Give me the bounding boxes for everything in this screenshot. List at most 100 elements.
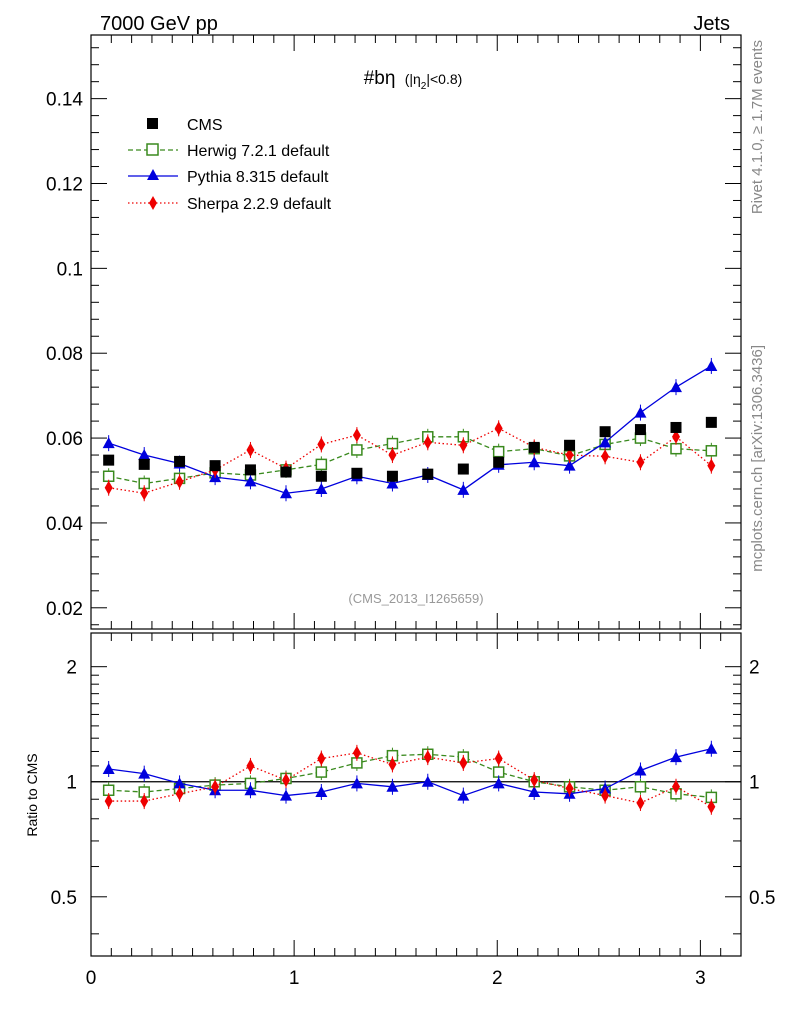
main-point-cms: [351, 467, 363, 479]
main-point-cms: [528, 441, 540, 453]
main-point-pythia: [705, 359, 718, 371]
legend: CMS Herwig 7.2.1 default Pythia 8.315 de…: [128, 117, 332, 213]
legend-marker-sherpa: [149, 196, 157, 210]
main-y-tick-label: 0.12: [46, 175, 83, 196]
main-point-sherpa: [317, 437, 326, 452]
main-y-tick-label: 0.08: [46, 344, 83, 365]
main-point-sherpa: [494, 421, 503, 436]
legend-entry-pythia: Pythia 8.315 default: [128, 169, 329, 186]
main-point-cms: [457, 463, 469, 475]
main-point-cms: [103, 454, 115, 466]
main-point-herwig: [492, 445, 505, 458]
main-point-pythia: [102, 437, 115, 449]
main-point-pythia: [528, 456, 541, 468]
ratio-point-pythia: [138, 767, 151, 779]
main-line-pythia: [108, 365, 712, 494]
legend-label-pythia: Pythia 8.315 default: [187, 169, 329, 186]
legend-entry-cms: CMS: [147, 117, 223, 134]
ratio-x-tick-label: 2: [492, 968, 503, 989]
main-point-cms: [244, 464, 256, 476]
ratio-point-pythia: [457, 789, 470, 801]
main-point-sherpa: [672, 429, 680, 444]
main-point-cms: [315, 470, 327, 482]
analysis-watermark: (CMS_2013_I1265659): [348, 591, 483, 606]
main-y-tick-label: 0.06: [46, 429, 83, 450]
main-point-cms: [209, 460, 221, 472]
main-point-cms: [174, 455, 186, 467]
main-point-cms: [280, 466, 292, 478]
ratio-point-sherpa: [636, 795, 645, 810]
main-point-sherpa: [601, 449, 610, 464]
main-point-cms: [599, 426, 611, 438]
main-point-cms: [493, 456, 505, 468]
ratio-point-pythia: [421, 775, 434, 787]
main-point-sherpa: [565, 448, 574, 463]
main-y-tick-label: 0.02: [46, 599, 83, 620]
ratio-point-sherpa: [175, 786, 184, 801]
ratio-y-tick-label-right: 0.5: [749, 888, 775, 909]
ratio-point-pythia: [705, 742, 718, 754]
main-point-herwig: [315, 458, 328, 471]
legend-entry-herwig: Herwig 7.2.1 default: [128, 143, 330, 160]
main-y-tick-label: 0.1: [57, 259, 83, 280]
ratio-point-pythia: [386, 780, 399, 792]
main-line-herwig: [108, 436, 712, 485]
main-point-pythia: [634, 406, 647, 418]
legend-label-herwig: Herwig 7.2.1 default: [187, 143, 330, 160]
ratio-point-sherpa: [459, 755, 468, 770]
ratio-point-sherpa: [601, 788, 610, 803]
main-point-pythia: [670, 381, 682, 393]
main-point-herwig: [705, 445, 718, 457]
ratio-point-herwig: [315, 766, 328, 778]
ratio-point-sherpa: [317, 751, 326, 766]
series-layer: [102, 357, 718, 815]
main-point-sherpa: [140, 486, 149, 501]
ratio-point-sherpa: [494, 751, 503, 766]
ratio-point-sherpa: [672, 779, 680, 794]
ratio-point-sherpa: [352, 745, 361, 760]
rivet-label: Rivet 4.1.0, ≥ 1.7M events: [749, 40, 766, 214]
ratio-y-tick-label-right: 1: [749, 773, 760, 794]
main-y-tick-label: 0.04: [46, 514, 83, 535]
main-point-sherpa: [423, 435, 432, 450]
main-point-pythia: [138, 449, 151, 461]
ratio-point-sherpa: [140, 794, 149, 809]
mcplots-label: mcplots.cern.ch [arXiv:1306.3436]: [749, 345, 766, 572]
ratio-point-sherpa: [707, 799, 716, 814]
main-point-cms: [422, 468, 434, 480]
main-point-pythia: [457, 483, 470, 495]
ratio-point-pythia: [492, 777, 505, 789]
main-point-sherpa: [246, 442, 255, 457]
ratio-point-sherpa: [565, 781, 574, 796]
main-point-cms: [634, 424, 646, 436]
main-point-pythia: [315, 482, 328, 494]
ratio-plot-frame: [90, 632, 742, 957]
legend-label-sherpa: Sherpa 2.2.9 default: [187, 196, 332, 213]
main-point-sherpa: [104, 480, 113, 495]
main-point-sherpa: [707, 458, 716, 473]
ratio-y-tick-label: 0.5: [51, 888, 77, 909]
main-point-pythia: [244, 475, 257, 487]
ratio-point-sherpa: [211, 779, 220, 794]
ratio-point-pythia: [528, 786, 541, 798]
legend-entry-sherpa: Sherpa 2.2.9 default: [128, 196, 332, 213]
legend-label-cms: CMS: [187, 117, 223, 134]
ratio-point-sherpa: [388, 757, 397, 772]
ratio-point-pythia: [173, 777, 186, 789]
legend-marker-herwig: [146, 143, 159, 156]
ratio-point-pythia: [670, 751, 682, 763]
ratio-y-label: Ratio to CMS: [24, 753, 40, 836]
ratio-line-pythia: [108, 748, 712, 797]
main-point-sherpa: [388, 448, 397, 463]
legend-marker-cms: [147, 118, 158, 129]
energy-label: 7000 GeV pp: [100, 13, 218, 35]
main-point-cms: [564, 439, 576, 451]
main-point-herwig: [351, 444, 363, 456]
ratio-point-herwig: [634, 781, 647, 793]
main-point-pythia: [386, 477, 399, 489]
ratio-x-tick-label: 0: [86, 968, 97, 989]
legend-marker-pythia: [147, 169, 159, 180]
main-y-tick-label: 0.14: [46, 90, 83, 111]
main-line-sherpa: [108, 427, 712, 494]
ratio-y-tick-label: 2: [66, 658, 77, 679]
